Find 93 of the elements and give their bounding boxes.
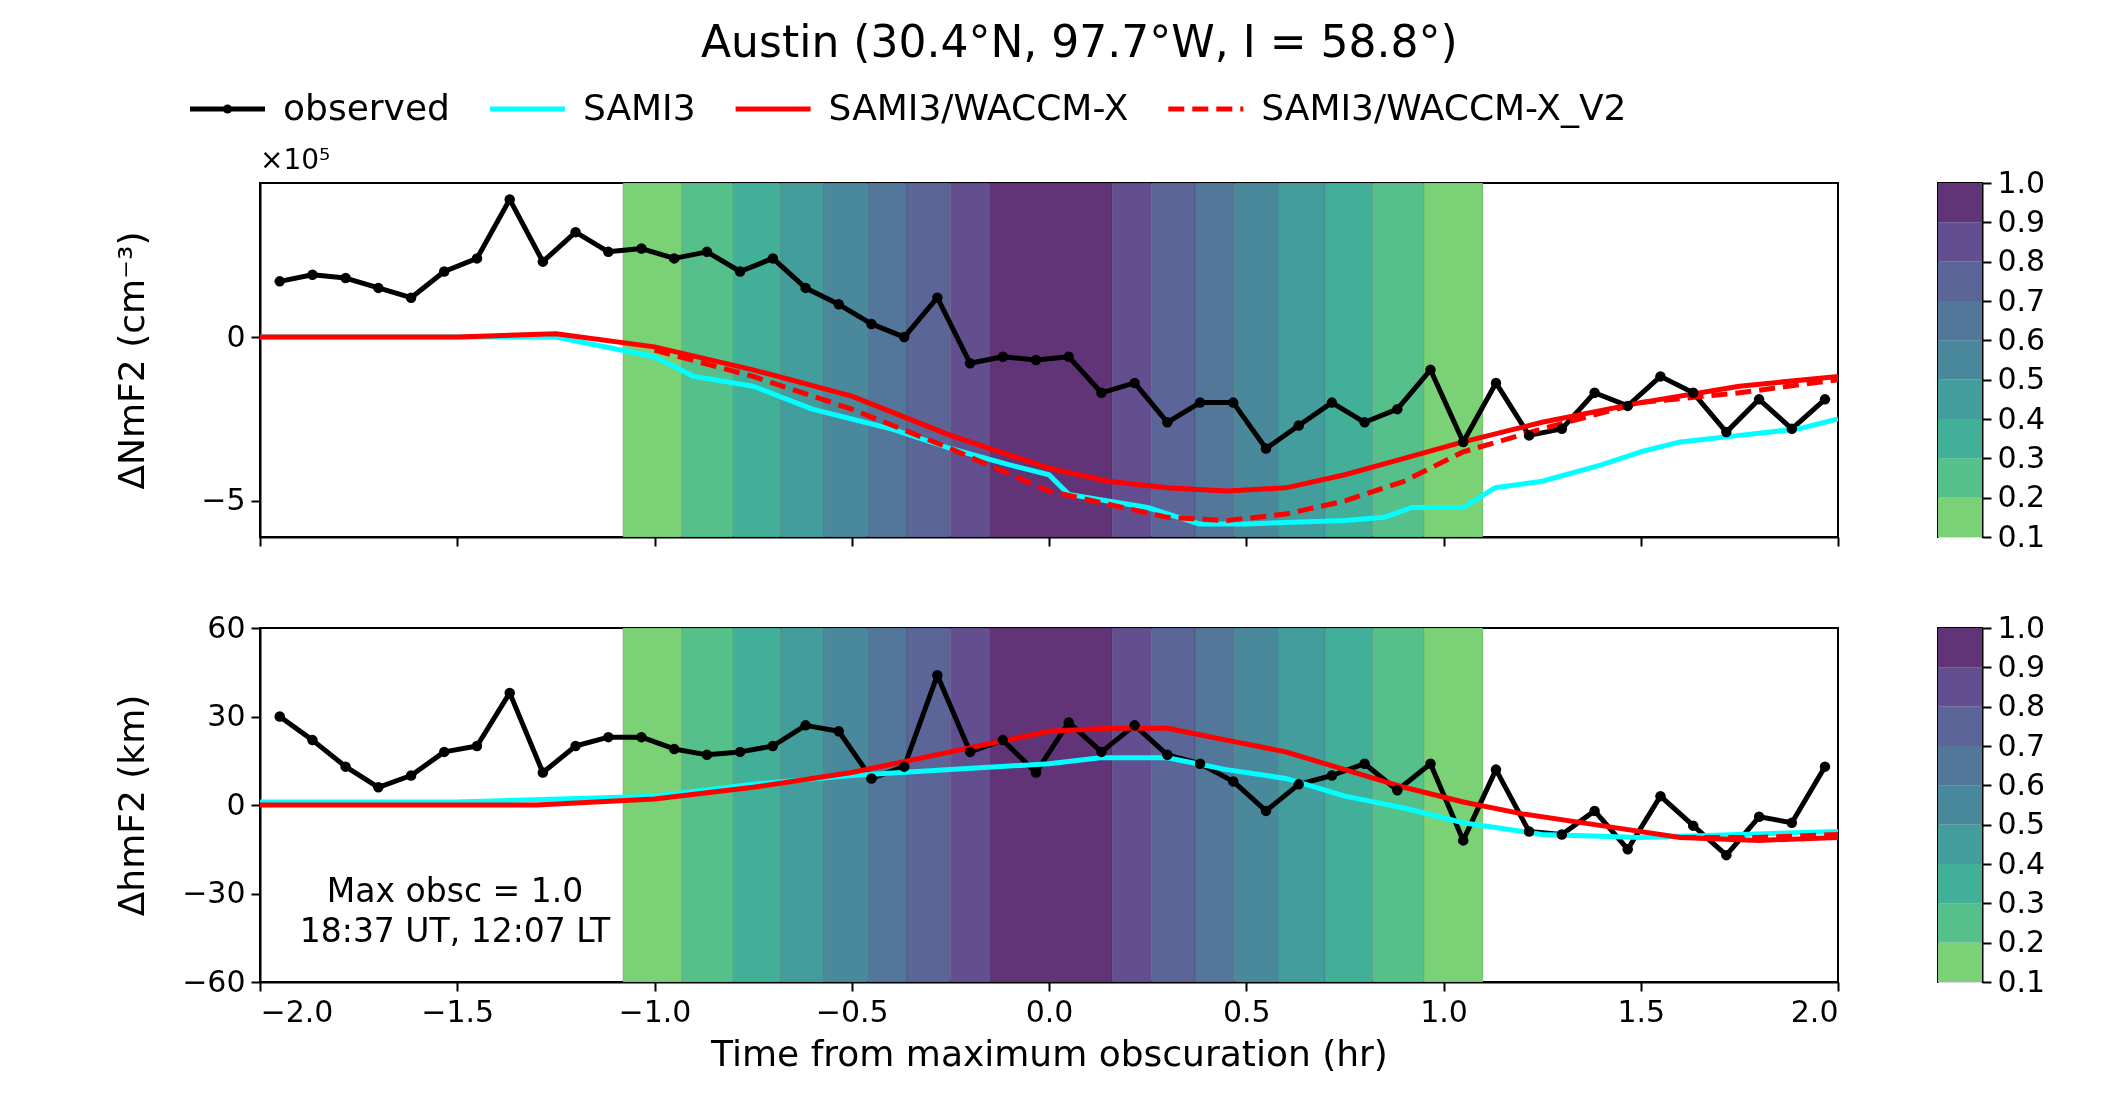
x-tick-label: −0.5 (815, 993, 889, 1029)
point (1523, 430, 1535, 441)
point (1753, 394, 1765, 405)
point (1359, 417, 1370, 428)
y-tick-label: 0 (226, 786, 246, 822)
y-axis-title: ΔNmF2 (cm⁻³) (110, 231, 152, 490)
point (964, 358, 976, 369)
x-axis-title: Time from maximum obscuration (hr) (710, 1032, 1388, 1074)
point (603, 246, 614, 258)
x-tick-label: 0.5 (1222, 993, 1271, 1029)
legend-label: SAMI3 (582, 87, 696, 128)
point (405, 292, 417, 303)
color-bar-label: 0.3 (1997, 439, 2046, 475)
text: ×10⁵ (260, 143, 331, 176)
color-bar-label: 0.2 (1997, 924, 2046, 960)
color-bar-label: 0.7 (1997, 282, 2046, 318)
point (898, 331, 910, 343)
color-bar-label: 0.9 (1997, 648, 2046, 684)
color-bar-label: 0.6 (1997, 321, 2046, 357)
point (307, 269, 318, 281)
point (1556, 423, 1568, 435)
point (1194, 397, 1206, 408)
point (932, 292, 943, 303)
y-tick-label: −60 (182, 963, 246, 999)
point (1326, 397, 1338, 408)
point (340, 272, 351, 284)
point (668, 253, 680, 264)
point (767, 253, 779, 264)
point (1655, 371, 1666, 382)
legend-label: observed (283, 87, 450, 128)
x-tick-label: 1.0 (1420, 993, 1468, 1029)
color-bar-label: 0.5 (1997, 361, 2046, 397)
point (701, 246, 713, 258)
color-bar-label: 0.9 (1997, 203, 2046, 239)
color-bar-label: 0.3 (1997, 884, 2046, 920)
point (1129, 377, 1140, 389)
point (1063, 351, 1074, 362)
point (1490, 377, 1502, 389)
y-tick-label: −5 (201, 482, 246, 518)
y-tick-label: 0 (226, 318, 246, 354)
color-bar-label: 0.1 (1997, 963, 2046, 999)
x-tick-label: 0.0 (1025, 993, 1074, 1029)
point (1721, 426, 1732, 438)
x-tick-label: 2.0 (1790, 993, 1839, 1029)
point (1589, 387, 1600, 399)
point (833, 299, 844, 310)
color-bar-label: 0.4 (1997, 845, 2046, 881)
point (1096, 387, 1107, 399)
y-tick-label: 30 (207, 698, 246, 733)
y-tick-label: −30 (182, 875, 246, 910)
color-bar-label: 0.5 (1997, 806, 2046, 842)
point (1162, 417, 1173, 428)
color-bar-label: 0.6 (1997, 766, 2046, 802)
color-bar-label: 0.7 (1997, 727, 2046, 763)
point (1392, 403, 1403, 415)
color-bar-label: 0.4 (1997, 400, 2046, 436)
point (1622, 400, 1633, 412)
point (1425, 364, 1436, 376)
point (1260, 443, 1272, 454)
color-bar-label: 0.8 (1997, 688, 2046, 724)
legend-label: SAMI3/WACCM-X_V2 (1261, 87, 1627, 128)
point (1227, 397, 1239, 408)
color-bar-label: 1.0 (1997, 609, 2046, 645)
point (373, 282, 384, 294)
point (636, 243, 647, 254)
y-axis-title: ΔhmF2 (km) (110, 694, 152, 917)
point (734, 266, 746, 277)
point (997, 351, 1009, 362)
color-bar-label: 1.0 (1997, 164, 2046, 200)
color-bar-label: 0.2 (1997, 479, 2046, 515)
color-bar-label: 0.8 (1997, 243, 2046, 279)
chart-title: Austin (30.4°N, 97.7°W, I = 58.8°) (701, 16, 1458, 67)
point (866, 318, 877, 330)
legend-label: SAMI3/WACCM-X (828, 87, 1129, 128)
annotation: Max obsc = 1.0 (326, 871, 584, 910)
point (1687, 387, 1699, 399)
x-tick-label: 1.5 (1617, 993, 1666, 1029)
annotation: 18:37 UT, 12:07 LT (299, 911, 612, 950)
y-tick-label: 60 (207, 609, 246, 645)
point (1786, 423, 1798, 435)
point (1819, 394, 1831, 405)
x-tick-label: −2.0 (260, 993, 334, 1029)
point (1030, 354, 1042, 366)
point (274, 276, 285, 287)
point (471, 253, 483, 264)
color-bar-label: 0.1 (1997, 518, 2046, 554)
point (800, 282, 811, 294)
x-tick-label: −1.5 (421, 993, 495, 1029)
point (1293, 420, 1304, 431)
point (537, 256, 549, 267)
x-tick-label: −1.0 (618, 993, 692, 1029)
point (438, 266, 450, 277)
point (570, 226, 581, 238)
